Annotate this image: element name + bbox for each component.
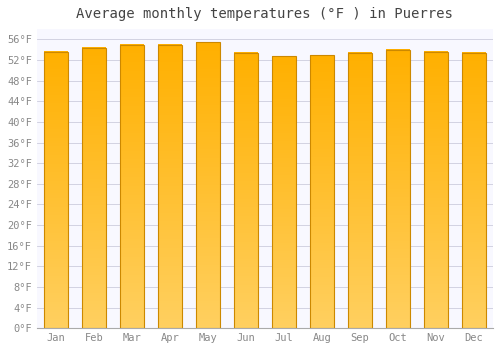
Bar [82,48,106,328]
Bar [462,53,486,328]
Bar [234,53,258,328]
Bar [158,45,182,328]
Bar [272,56,295,328]
Bar [196,42,220,328]
Bar [386,50,410,328]
Bar [348,53,372,328]
Title: Average monthly temperatures (°F ) in Puerres: Average monthly temperatures (°F ) in Pu… [76,7,454,21]
Bar [424,52,448,328]
Bar [310,55,334,328]
Bar [44,52,68,328]
Bar [120,45,144,328]
